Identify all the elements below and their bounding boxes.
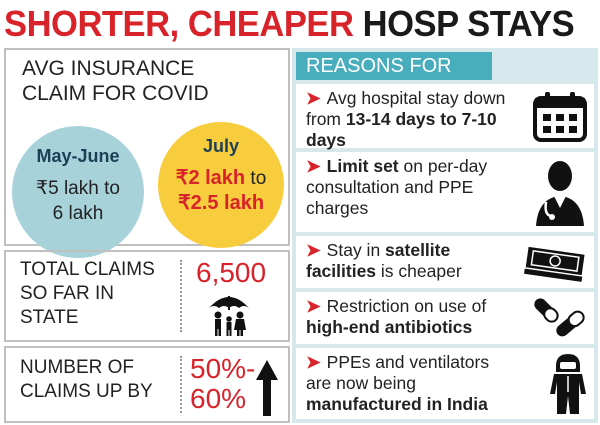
claims-up-label-line2: CLAIMS UP BY	[20, 381, 153, 402]
reason-item-5: ➤ PPEs and ventilators are now being manu…	[296, 348, 594, 419]
total-claims-label: TOTAL CLAIMS SO FAR IN STATE	[20, 258, 155, 330]
doctor-icon	[536, 161, 584, 226]
page-title: SHORTER, CHEAPER HOSP STAYS	[4, 2, 575, 46]
arrow-icon: ➤	[306, 156, 321, 176]
calendar-icon	[533, 92, 587, 142]
reason-5-bold: manufactured in India	[306, 394, 488, 414]
reasons-panel: REASONS FOR DROP ➤Avg hospital stay down…	[292, 48, 598, 423]
reason-4-pre: Restriction on use of	[326, 296, 487, 316]
july-value-line1-highlight: ₹2 lakh	[175, 167, 246, 189]
avg-claim-heading: AVG INSURANCE CLAIM FOR COVID	[22, 56, 209, 106]
reason-item-3: ➤ Stay in satellite facilities is cheaper	[296, 236, 594, 288]
may-june-circle: May-June ₹5 lakh to 6 lakh	[12, 126, 144, 258]
reason-2-bold: Limit set	[326, 156, 399, 176]
claims-up-value: 50%- 60%	[190, 354, 255, 414]
arrow-icon: ➤	[306, 296, 321, 316]
reason-3-bold: satellite facilities	[306, 240, 451, 281]
arrow-icon: ➤	[306, 352, 321, 372]
july-value: ₹2 lakh to ₹2.5 lakh	[158, 166, 284, 216]
total-claims-panel: TOTAL CLAIMS SO FAR IN STATE 6,500	[4, 250, 290, 342]
avg-claim-panel: AVG INSURANCE CLAIM FOR COVID May-June ₹…	[4, 48, 290, 258]
avg-claim-heading-line1: AVG INSURANCE	[22, 57, 195, 80]
claims-up-divider	[180, 356, 182, 413]
july-label: July	[202, 136, 240, 156]
money-icon	[524, 245, 587, 282]
title-black-part: HOSP STAYS	[362, 3, 575, 44]
claims-up-value-line1: 50%-	[190, 353, 256, 384]
july-circle: July ₹2 lakh to ₹2.5 lakh	[158, 122, 284, 248]
reason-1-bold: 13-14 days to 7-10 days	[306, 109, 497, 150]
reason-3-pre: Stay in	[326, 240, 386, 260]
reason-1-pre: Avg hospital stay down from	[306, 88, 506, 129]
reason-text-4: ➤ Restriction on use of high-end antibiot…	[306, 296, 516, 338]
arrow-up-icon	[256, 360, 278, 416]
claims-up-label: NUMBER OF CLAIMS UP BY	[20, 356, 153, 404]
reason-text-2: ➤ Limit set on per-day consultation and P…	[306, 156, 516, 219]
arrow-icon: ➤	[306, 88, 321, 108]
reason-3-post: is cheaper	[376, 261, 462, 281]
claims-up-label-line1: NUMBER OF	[20, 357, 134, 378]
total-claims-value: 6,500	[196, 257, 267, 288]
july-value-line1-rest: to	[245, 168, 267, 189]
title-red-part: SHORTER, CHEAPER	[4, 3, 354, 44]
may-june-value: ₹5 lakh to 6 lakh	[12, 176, 144, 226]
total-claims-label-line3: STATE	[20, 307, 79, 328]
reason-2-post: on per-day consultation and PPE charges	[306, 156, 488, 218]
claims-up-value-line2: 60%	[190, 383, 247, 414]
reason-4-bold: high-end antibiotics	[306, 317, 473, 337]
reason-item-1: ➤ Avg hospital stay down from 13-14 days …	[296, 84, 594, 151]
reason-5-pre: PPEs and ventilators are now being	[306, 352, 490, 393]
reason-item-2: ➤ Limit set on per-day consultation and P…	[296, 152, 594, 232]
total-claims-divider	[180, 260, 182, 332]
claims-up-panel: NUMBER OF CLAIMS UP BY 50%- 60%	[4, 346, 290, 423]
total-claims-label-line2: SO FAR IN	[20, 283, 114, 304]
ppe-suit-icon	[550, 354, 586, 414]
july-value-line2: ₹2.5 lakh	[177, 192, 265, 214]
arrow-icon: ➤	[306, 240, 321, 260]
total-claims-label-line1: TOTAL CLAIMS	[20, 259, 155, 280]
reasons-header: REASONS FOR DROP	[296, 52, 492, 105]
reason-text-1: ➤ Avg hospital stay down from 13-14 days …	[306, 88, 516, 151]
may-june-value-line1: ₹5 lakh to	[36, 178, 120, 199]
family-umbrella-icon	[209, 296, 249, 336]
reason-text-5: ➤ PPEs and ventilators are now being manu…	[306, 352, 516, 415]
may-june-label: May-June	[36, 146, 120, 166]
pills-icon	[534, 298, 585, 337]
may-june-value-line2: 6 lakh	[52, 203, 104, 224]
avg-claim-heading-line2: CLAIM FOR COVID	[22, 82, 209, 105]
reason-text-3: ➤ Stay in satellite facilities is cheaper	[306, 240, 516, 282]
reason-item-4: ➤ Restriction on use of high-end antibiot…	[296, 292, 594, 344]
